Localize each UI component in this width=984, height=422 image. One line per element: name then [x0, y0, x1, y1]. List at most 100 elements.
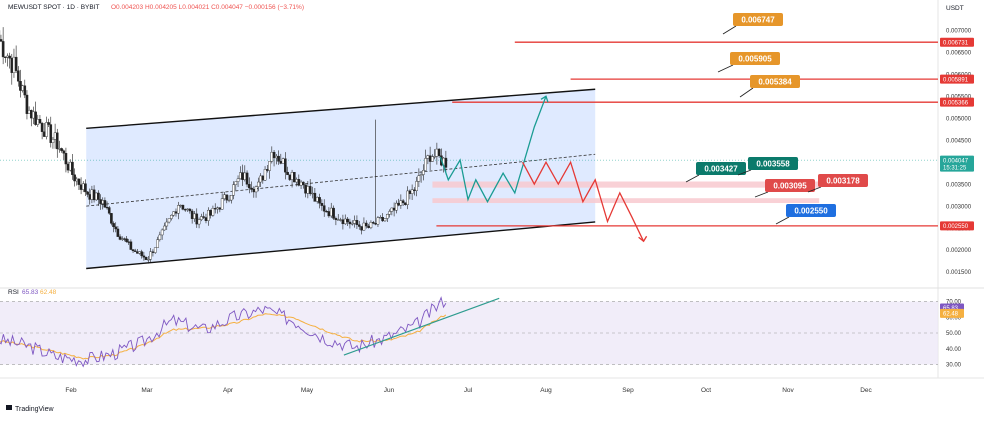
candle-down [266, 169, 269, 171]
candle-down [144, 257, 148, 260]
candle-down [190, 210, 194, 219]
candle-down [8, 55, 11, 59]
time-axis-label: Mar [141, 387, 153, 394]
candle-down [66, 163, 70, 171]
candle-down [60, 148, 63, 151]
candle-up [343, 218, 347, 225]
candle-down [302, 181, 305, 186]
candle-down [225, 194, 229, 201]
candle-down [241, 172, 244, 180]
bearish-arrowhead [638, 235, 648, 243]
candle-down [364, 222, 368, 227]
candle-down [341, 219, 345, 225]
candle-up [263, 169, 267, 181]
candle-down [218, 207, 222, 210]
candle-up [101, 200, 105, 204]
callout-pointer [739, 87, 754, 98]
price-callout-red[interactable] [818, 174, 868, 187]
channel-mid-line[interactable] [86, 153, 596, 207]
candle-up [12, 56, 16, 73]
price-tick-label: 0.001500 [946, 270, 972, 276]
tradingview-logo[interactable]: TradingView [6, 405, 54, 413]
callout-pointer [685, 174, 700, 183]
callout-pointer [775, 216, 790, 225]
candle-down [123, 238, 126, 240]
time-axis-label: Sep [622, 387, 634, 394]
price-callout-orange[interactable] [733, 13, 783, 26]
support-zone-0[interactable] [432, 181, 820, 188]
time-axis-label: May [301, 387, 314, 394]
price-tick-label: 0.007000 [946, 29, 972, 35]
candle-up [257, 181, 260, 187]
candle-up [390, 207, 394, 212]
candle-down [408, 190, 412, 194]
candle-up [211, 208, 215, 216]
price-scale-tag [940, 97, 974, 107]
channel-upper-line[interactable] [86, 88, 596, 130]
price-callout-green[interactable] [748, 157, 798, 170]
candle-down [261, 175, 265, 181]
bearish-projection-path[interactable] [522, 160, 645, 242]
candle-down [110, 213, 113, 224]
price-callout-blue[interactable] [786, 204, 836, 217]
candle-down [16, 70, 20, 82]
candle-down [304, 184, 307, 194]
channel-fill [86, 89, 596, 269]
price-callout-label: 0.003558 [756, 160, 790, 169]
candle-down [397, 202, 400, 206]
candle-down [112, 223, 115, 228]
rsi-legend-ma: 62.48 [40, 289, 57, 296]
price-callout-label: 0.006747 [741, 16, 775, 25]
candle-down [357, 224, 361, 227]
candle-down [277, 155, 280, 162]
support-zone-1[interactable] [432, 198, 820, 204]
candle-down [209, 209, 212, 216]
price-tick-label: 0.006500 [946, 51, 972, 57]
candle-down [183, 209, 187, 211]
candle-down [0, 39, 3, 42]
price-callout-orange[interactable] [750, 75, 800, 88]
candle-down [79, 184, 83, 190]
candle-down [88, 194, 92, 200]
candle-down [71, 161, 74, 175]
candle-up [336, 219, 340, 221]
candle-down [381, 217, 384, 222]
candle-down [313, 192, 317, 202]
candle-down [84, 183, 87, 193]
price-callout-red[interactable] [765, 179, 815, 192]
candle-up [406, 190, 409, 205]
price-callout-green[interactable] [696, 162, 746, 175]
candle-up [75, 178, 79, 182]
candle-up [81, 183, 85, 190]
candle-up [167, 218, 171, 223]
candle-up [53, 132, 57, 140]
bullish-projection-path[interactable] [439, 96, 547, 204]
candle-up [426, 155, 430, 159]
candle-up [378, 217, 382, 219]
candle-down [105, 207, 109, 209]
candle-up [227, 199, 231, 202]
candle-up [268, 161, 271, 171]
candle-up [376, 217, 380, 225]
candle-down [73, 174, 76, 182]
candle-up [270, 151, 274, 162]
price-callout-label: 0.003178 [826, 177, 860, 186]
candle-up [153, 247, 157, 253]
time-axis-label: Feb [65, 387, 77, 394]
candle-up [172, 211, 175, 216]
channel-lower-line[interactable] [86, 221, 596, 270]
callout-pointer [807, 186, 822, 193]
candle-up [138, 251, 141, 254]
price-callout-label: 0.003427 [704, 165, 738, 174]
rsi-trendline[interactable] [343, 297, 500, 356]
price-callout-orange[interactable] [730, 52, 780, 65]
candle-down [245, 172, 249, 185]
candle-down [140, 251, 144, 257]
candle-up [176, 205, 180, 214]
time-axis-label: Aug [540, 387, 552, 394]
candle-up [156, 239, 159, 248]
symbol-title: MEWUSDT SPOT · 1D · BYBIT [8, 4, 100, 11]
candle-up [410, 189, 414, 194]
candle-down [142, 255, 146, 258]
rsi-line[interactable] [0, 296, 447, 368]
